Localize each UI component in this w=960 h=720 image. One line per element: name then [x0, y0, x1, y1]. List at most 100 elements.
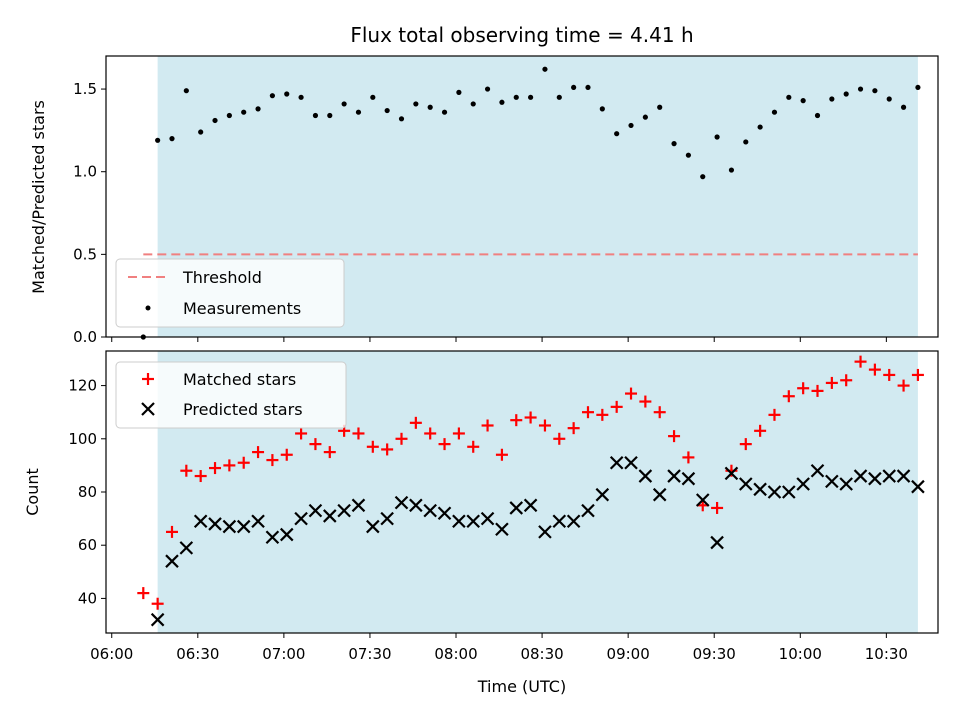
predicted-star-point: [638, 469, 653, 483]
matched-star-point: [610, 400, 623, 413]
predicted-star-stroke: [624, 455, 638, 470]
x-tick-label: 08:30: [520, 645, 563, 663]
measurement-point: [556, 94, 562, 100]
measurement-point: [499, 99, 505, 105]
matched-star-point: [209, 462, 222, 475]
matched-star-point: [151, 597, 164, 610]
x-tick-label: 07:30: [348, 645, 391, 663]
top-y-axis-label: Matched/Predicted stars: [29, 100, 48, 294]
matched-star-point: [553, 432, 566, 445]
predicted-star-point: [868, 471, 882, 486]
measurement-point: [757, 124, 763, 130]
y-tick-label: 0.5: [73, 245, 97, 263]
measurement-point: [241, 109, 247, 115]
y-tick-label: 1.5: [73, 80, 97, 98]
predicted-star-point: [265, 530, 280, 545]
matched-star-point: [639, 395, 652, 408]
measurement-point: [743, 139, 749, 145]
predicted-star-point: [753, 482, 767, 497]
top-legend: Threshold Measurements: [115, 258, 345, 328]
predicted-star-point: [394, 495, 409, 510]
matched-star-point: [352, 427, 365, 440]
predicted-star-stroke: [495, 522, 509, 537]
matched-star-point: [481, 419, 494, 432]
matched-star-point: [897, 379, 910, 392]
x-tick-label: 06:30: [176, 645, 219, 663]
predicted-star-stroke: [165, 554, 179, 568]
predicted-star-point: [452, 514, 466, 529]
matched-star-point: [538, 419, 551, 432]
matched-star-point: [452, 427, 465, 440]
predicted-star-point: [767, 485, 782, 499]
predicted-star-stroke: [509, 501, 524, 515]
measurement-point: [872, 88, 878, 94]
measurement-point: [786, 94, 792, 100]
predicted-star-point: [782, 485, 796, 499]
predicted-star-stroke: [179, 541, 194, 555]
measurement-point: [427, 104, 433, 110]
measurement-point: [814, 112, 821, 119]
measurement-point: [886, 96, 892, 102]
predicted-star-stroke: [251, 514, 265, 529]
measurement-point: [915, 84, 921, 91]
predicted-star-point: [552, 514, 567, 529]
y-tick-label: 60: [78, 536, 97, 554]
measurement-point: [183, 88, 189, 94]
matched-star-point: [668, 430, 681, 443]
top-y-ticks: 0.0 0.5 1.0 1.5: [73, 80, 106, 346]
predicted-star-point: [624, 455, 638, 470]
measurement-point: [513, 94, 519, 100]
matched-star-point: [782, 390, 795, 403]
bottom-y-axis-label: Count: [23, 468, 42, 516]
predicted-star-point: [337, 503, 351, 518]
measurement-point: [900, 104, 907, 110]
measurement-point: [298, 94, 304, 100]
bottom-legend: Matched stars Predicted stars: [115, 361, 347, 429]
matched-star-point: [596, 408, 609, 421]
y-tick-label: 100: [68, 430, 97, 448]
predicted-star-stroke: [882, 469, 897, 483]
measurement-point: [198, 129, 204, 135]
predicted-star-stroke: [767, 485, 782, 499]
matched-star-point: [165, 525, 178, 538]
bottom-panel: 40 60 80 100 120 06:00 06:30 07:00 07:30 08:00 08…: [23, 350, 939, 696]
measurement-point: [413, 101, 419, 107]
predicted-star-point: [466, 514, 481, 529]
x-tick-label: 09:30: [693, 645, 736, 663]
predicted-star-stroke: [366, 519, 380, 534]
predicted-star-stroke: [710, 535, 724, 550]
x-tick-label: 06:00: [90, 645, 133, 663]
measurement-point: [212, 117, 218, 124]
predicted-star-stroke: [538, 525, 552, 539]
matched-star-point: [911, 368, 924, 381]
measurement-point: [642, 114, 648, 120]
measurement-point: [599, 106, 605, 112]
bottom-legend-box: [115, 361, 347, 429]
measurement-point: [843, 91, 849, 97]
top-legend-box: [115, 258, 345, 328]
predicted-star-point: [236, 519, 251, 534]
legend-threshold-label: Threshold: [182, 268, 262, 287]
predicted-star-point: [409, 498, 423, 513]
measurement-point: [528, 94, 534, 100]
predicted-star-point: [323, 509, 337, 523]
measurement-point: [284, 91, 290, 97]
predicted-star-point: [825, 474, 839, 489]
predicted-star-stroke: [868, 471, 882, 486]
predicted-star-point: [351, 498, 366, 513]
predicted-star-stroke: [782, 485, 796, 499]
predicted-star-point: [380, 511, 394, 526]
matched-star-point: [739, 438, 752, 451]
predicted-star-stroke: [523, 498, 538, 513]
measurement-point: [714, 134, 720, 140]
predicted-star-point: [724, 466, 739, 481]
predicted-star-stroke: [351, 498, 366, 513]
predicted-star-stroke: [423, 503, 437, 518]
matched-star-point: [323, 446, 336, 459]
measurement-points: [140, 66, 921, 340]
x-tick-label: 10:00: [779, 645, 822, 663]
matched-star-point: [366, 440, 379, 453]
predicted-star-stroke: [652, 487, 667, 502]
predicted-star-stroke: [409, 498, 423, 513]
top-plot-frame: [105, 55, 939, 338]
